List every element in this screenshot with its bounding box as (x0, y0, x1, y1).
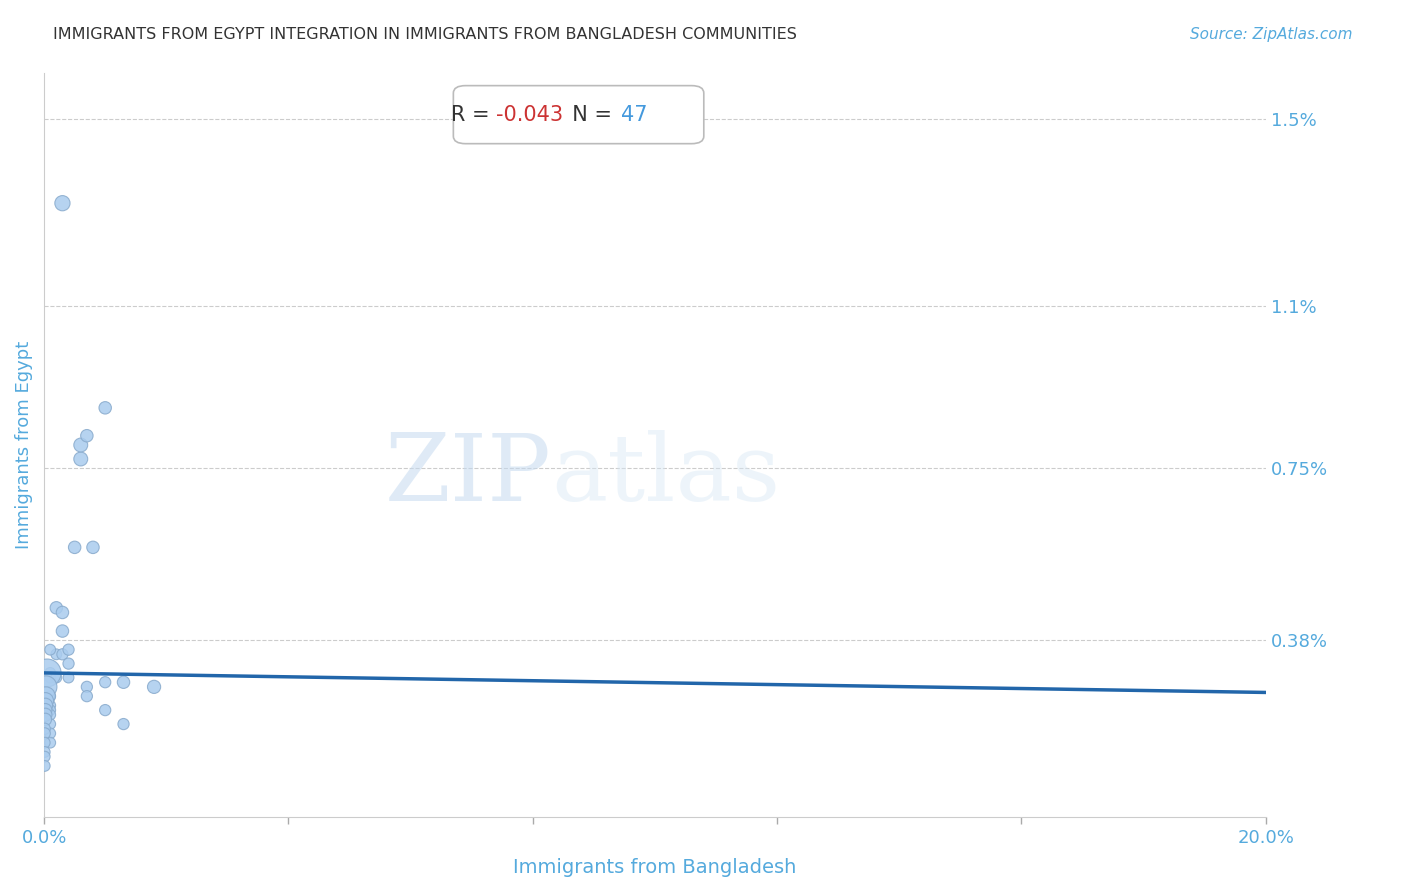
Point (39, 689, 62, 703)
Point (63, 541, 86, 555)
Point (94, 703, 117, 717)
Point (76, 680, 98, 694)
Point (39, 717, 62, 731)
Text: -0.043: -0.043 (496, 104, 564, 125)
Point (94, 675, 117, 690)
Point (51, 196, 73, 211)
Point (34, 736, 56, 750)
Point (34, 726, 56, 740)
Point (39, 698, 62, 713)
Text: IMMIGRANTS FROM EGYPT INTEGRATION IN IMMIGRANTS FROM BANGLADESH COMMUNITIES: IMMIGRANTS FROM EGYPT INTEGRATION IN IMM… (53, 27, 797, 42)
Text: atlas: atlas (551, 430, 780, 520)
Point (34, 722, 56, 736)
Point (35, 680, 58, 694)
Point (45, 600, 67, 615)
Point (34, 694, 56, 708)
FancyBboxPatch shape (453, 86, 704, 144)
Point (45, 671, 67, 685)
Point (39, 726, 62, 740)
Text: ZIP: ZIP (384, 430, 551, 520)
Point (34, 745, 56, 759)
Point (34, 703, 56, 717)
Point (112, 717, 135, 731)
Point (82, 541, 104, 555)
Point (51, 648, 73, 662)
Point (58, 657, 80, 671)
Text: 47: 47 (620, 104, 647, 125)
Point (39, 736, 62, 750)
Point (39, 642, 62, 657)
Point (76, 428, 98, 442)
Point (51, 624, 73, 638)
Point (45, 648, 67, 662)
Point (69, 438, 91, 452)
Point (34, 698, 56, 713)
Point (34, 759, 56, 773)
Point (34, 749, 56, 764)
Point (39, 671, 62, 685)
Point (39, 703, 62, 717)
Point (35, 689, 58, 703)
Text: R =: R = (451, 104, 496, 125)
Point (34, 713, 56, 727)
Point (34, 707, 56, 722)
Point (58, 671, 80, 685)
Point (58, 642, 80, 657)
Point (76, 689, 98, 703)
Point (112, 675, 135, 690)
Y-axis label: Immigrants from Egypt: Immigrants from Egypt (15, 341, 32, 549)
X-axis label: Immigrants from Bangladesh: Immigrants from Bangladesh (513, 858, 797, 877)
Point (39, 707, 62, 722)
Point (143, 680, 166, 694)
Text: Source: ZipAtlas.com: Source: ZipAtlas.com (1189, 27, 1353, 42)
Text: N =: N = (558, 104, 619, 125)
Point (69, 452, 91, 467)
Point (39, 665, 62, 680)
Point (37, 665, 59, 680)
Point (94, 401, 117, 415)
Point (51, 606, 73, 620)
